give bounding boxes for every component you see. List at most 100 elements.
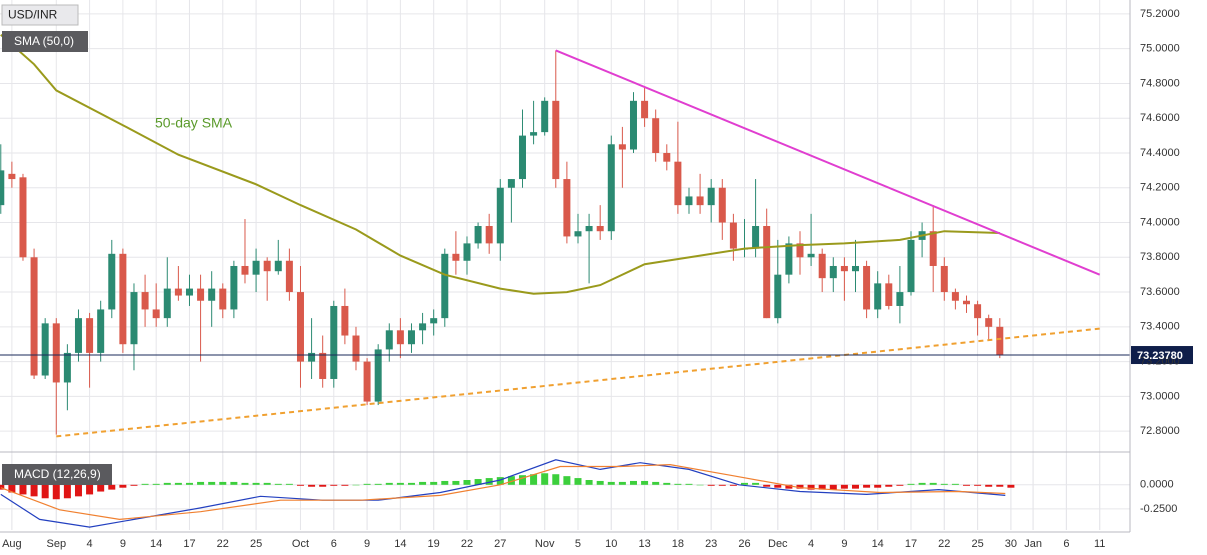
macd-title: MACD (12,26,9) [14,467,101,481]
candle-body [119,253,127,345]
histogram-bar [319,484,327,487]
candle-body [996,326,1004,356]
histogram-bar [907,483,915,485]
histogram-bar [629,480,637,485]
histogram-bar [197,481,205,485]
histogram-bar [441,480,449,485]
histogram-bar [696,484,704,486]
histogram-bar [740,482,748,485]
y-tick-label: 0.0000 [1140,479,1174,491]
histogram-bar [618,481,626,485]
histogram-bar [274,483,282,485]
histogram-bar [74,484,82,497]
histogram-bar [496,477,504,485]
candle-body [696,196,704,206]
x-tick-label: 6 [1063,538,1069,550]
histogram-bar [796,484,804,489]
candle-body [174,288,182,296]
candle-body [141,292,149,310]
histogram-bar [485,478,493,485]
y-tick-label: 74.4000 [1140,147,1180,159]
x-tick-label: 9 [120,538,126,550]
histogram-bar [818,484,826,490]
y-tick-label: 74.2000 [1140,182,1180,194]
x-tick-label: 18 [672,538,684,550]
candle-body [585,226,593,232]
legend-box [2,31,88,52]
candle-body [185,288,193,296]
x-tick-label: 4 [808,538,814,550]
histogram-bar [474,479,482,485]
histogram-bar [52,484,60,500]
histogram-bar [97,484,105,492]
title-box [1,4,79,26]
candle-body [63,352,71,383]
y-tick-label: 73.8000 [1140,251,1180,263]
candle-body [285,260,293,293]
histogram-bar [208,481,216,485]
candle-body [907,239,915,293]
histogram-bar [374,483,382,485]
histogram-bar [63,484,71,499]
histogram-bar [19,484,27,495]
histogram-bar [674,483,682,485]
histogram-bar [985,484,993,487]
candle-body [374,349,382,402]
candle-body [607,144,615,232]
candle-body [474,226,482,244]
candle-body [108,253,116,310]
candle-body [130,292,138,345]
histogram-bar [807,484,815,490]
candle-body [674,161,682,206]
candle-body [530,132,538,136]
x-tick-label: 9 [841,538,847,550]
last-price-label: 73.23780 [1137,350,1183,362]
trend-line [555,49,1101,276]
candle-body [818,253,826,279]
candle-body [929,231,937,266]
histogram-bar [141,483,149,485]
x-tick-label: 13 [638,538,650,550]
candle-body [41,323,49,376]
x-tick-label: 6 [331,538,337,550]
legend-label: SMA (50,0) [14,34,74,48]
candle-body [219,288,227,310]
x-tick-label: 22 [938,538,950,550]
histogram-bar [252,482,260,485]
candle-body [385,330,393,350]
histogram-bar [352,484,360,486]
candle-body [507,179,515,188]
histogram-bar [896,484,904,486]
histogram-bar [30,484,38,497]
histogram-bar [407,482,415,485]
candle-body [652,118,660,153]
x-tick-label: 5 [575,538,581,550]
histogram-bar [563,476,571,485]
histogram-bar [341,484,349,486]
x-tick-label: 19 [428,538,440,550]
x-tick-label: 4 [87,538,93,550]
histogram-bar [0,484,5,490]
candle-body [241,265,249,275]
histogram-bar [419,481,427,485]
y-tick-label: 74.0000 [1140,216,1180,228]
histogram-bar [219,481,227,485]
histogram-bar [829,484,837,490]
y-tick-label: 73.2000 [1140,356,1180,368]
histogram-bar [185,482,193,485]
candle-body [663,152,671,162]
histogram-bar [308,484,316,487]
candle-body [885,283,893,306]
candle-body [951,292,959,301]
candle-body [863,265,871,310]
candle-body [629,100,637,150]
candle-body [807,253,815,258]
y-tick-label: 75.2000 [1140,8,1180,20]
histogram-bar [230,481,238,485]
histogram-bar [241,482,249,485]
histogram-bar [774,484,782,488]
candle-body [962,300,970,305]
histogram-bar [385,482,393,485]
histogram-bar [752,482,760,485]
